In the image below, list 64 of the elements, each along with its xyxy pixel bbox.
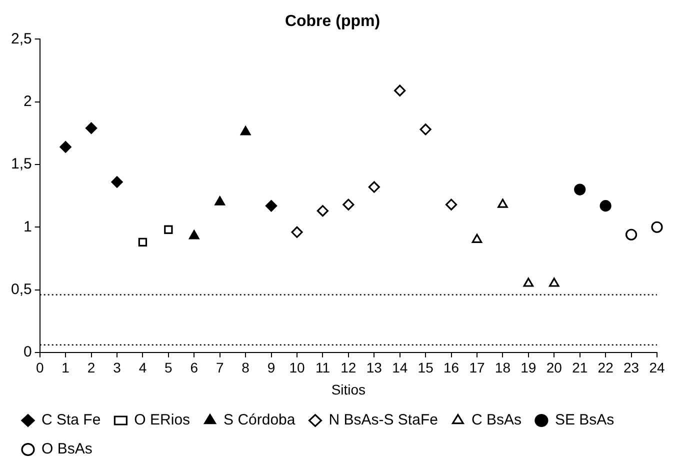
x-tick-label: 10 [289, 360, 305, 376]
x-tick-label: 24 [649, 360, 665, 376]
chart-title: Cobre (ppm) [284, 13, 380, 30]
x-tick-label: 1 [62, 360, 70, 376]
x-tick-label: 15 [418, 360, 434, 376]
point [316, 205, 329, 217]
legend-label: SE BsAs [554, 412, 614, 429]
x-tick-label: 5 [164, 360, 173, 376]
point [523, 278, 534, 287]
legend-label: O BsAs [42, 440, 92, 458]
x-tick-label: 11 [315, 360, 330, 376]
y-tick-label: 0,5 [10, 280, 32, 298]
x-tick-label: 18 [494, 360, 511, 376]
point [342, 198, 354, 210]
point [574, 184, 586, 196]
point [138, 238, 148, 246]
point [549, 278, 560, 287]
x-tick-label: 22 [598, 360, 614, 376]
x-tick-label: 17 [469, 360, 485, 376]
x-tick-label: 19 [520, 360, 536, 376]
y-tick-label: 1 [24, 218, 32, 236]
point [420, 124, 432, 136]
y-tick-label: 2,5 [10, 30, 32, 48]
legend-label: N BsAs-S StaFe [328, 412, 438, 429]
legend-label: C BsAs [471, 412, 522, 429]
point [189, 230, 200, 240]
x-axis-title: Sitios [331, 381, 366, 398]
x-tick-label: 9 [267, 360, 276, 376]
point [111, 176, 123, 188]
point [265, 200, 278, 212]
x-tick-label: 13 [366, 360, 382, 376]
point [394, 84, 406, 96]
point [240, 126, 251, 136]
point [651, 221, 663, 233]
point [445, 198, 458, 210]
point [498, 198, 508, 208]
legend-label: C Sta Fe [42, 412, 101, 429]
point [600, 200, 612, 212]
legend-label: S Córdoba [224, 412, 296, 429]
y-tick-label: 0 [24, 344, 32, 361]
point [85, 122, 98, 134]
point [214, 196, 225, 206]
x-tick-label: 20 [546, 360, 562, 376]
x-tick-label: 4 [138, 360, 147, 376]
point [472, 234, 482, 243]
x-tick-label: 14 [392, 360, 408, 376]
y-tick-label: 2 [24, 92, 32, 110]
legend-label: O ERios [134, 412, 190, 429]
point [368, 181, 380, 193]
x-tick-label: 3 [113, 360, 122, 376]
y-tick-label: 1,5 [10, 156, 32, 173]
x-tick-label: 12 [340, 360, 356, 376]
x-tick-label: 23 [623, 360, 640, 376]
point [164, 225, 173, 234]
x-tick-label: 2 [87, 360, 96, 376]
point [625, 228, 638, 240]
x-tick-label: 0 [36, 360, 44, 376]
point [291, 226, 303, 238]
point [60, 141, 72, 153]
x-tick-label: 16 [443, 360, 460, 376]
x-tick-label: 21 [572, 360, 588, 376]
x-tick-label: 7 [216, 360, 224, 376]
x-tick-label: 8 [242, 360, 250, 376]
x-tick-label: 6 [190, 360, 198, 376]
